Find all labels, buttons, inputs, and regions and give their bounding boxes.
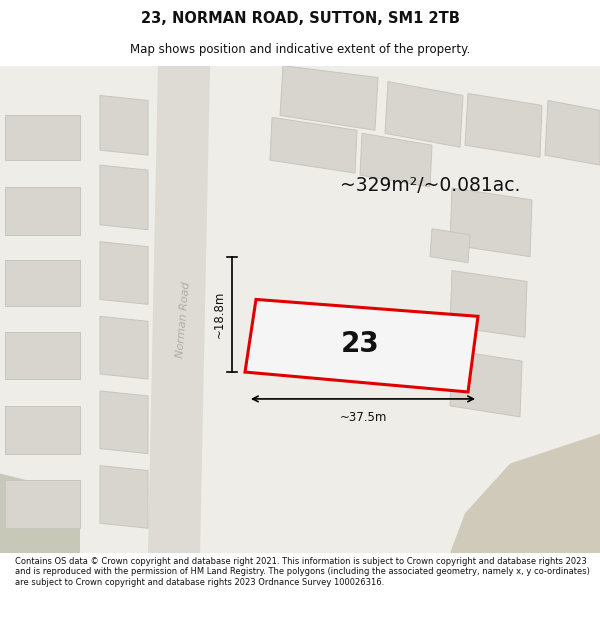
Polygon shape <box>245 299 478 392</box>
Polygon shape <box>148 66 210 553</box>
Polygon shape <box>0 474 80 553</box>
Polygon shape <box>280 66 378 130</box>
Polygon shape <box>450 271 527 338</box>
Polygon shape <box>100 316 148 379</box>
Polygon shape <box>100 466 148 528</box>
Polygon shape <box>360 133 432 187</box>
Polygon shape <box>465 94 542 157</box>
Polygon shape <box>5 332 80 379</box>
Polygon shape <box>450 350 522 417</box>
Polygon shape <box>5 259 80 306</box>
Polygon shape <box>5 187 80 235</box>
Polygon shape <box>5 116 80 160</box>
Text: ~18.8m: ~18.8m <box>213 291 226 338</box>
Text: Contains OS data © Crown copyright and database right 2021. This information is : Contains OS data © Crown copyright and d… <box>15 557 590 586</box>
Polygon shape <box>450 434 600 553</box>
Polygon shape <box>430 229 470 262</box>
Polygon shape <box>100 96 148 155</box>
Polygon shape <box>0 66 600 553</box>
Text: Norman Road: Norman Road <box>175 281 191 358</box>
Polygon shape <box>450 188 532 257</box>
Polygon shape <box>100 391 148 454</box>
Text: Map shows position and indicative extent of the property.: Map shows position and indicative extent… <box>130 42 470 56</box>
Polygon shape <box>270 118 357 173</box>
Polygon shape <box>100 242 148 304</box>
Text: ~329m²/~0.081ac.: ~329m²/~0.081ac. <box>340 176 520 194</box>
Polygon shape <box>545 101 600 165</box>
Polygon shape <box>5 481 80 528</box>
Text: 23: 23 <box>341 330 379 358</box>
Polygon shape <box>100 165 148 230</box>
Text: ~37.5m: ~37.5m <box>340 411 386 424</box>
Text: 23, NORMAN ROAD, SUTTON, SM1 2TB: 23, NORMAN ROAD, SUTTON, SM1 2TB <box>140 11 460 26</box>
Polygon shape <box>385 81 463 148</box>
Polygon shape <box>5 406 80 454</box>
